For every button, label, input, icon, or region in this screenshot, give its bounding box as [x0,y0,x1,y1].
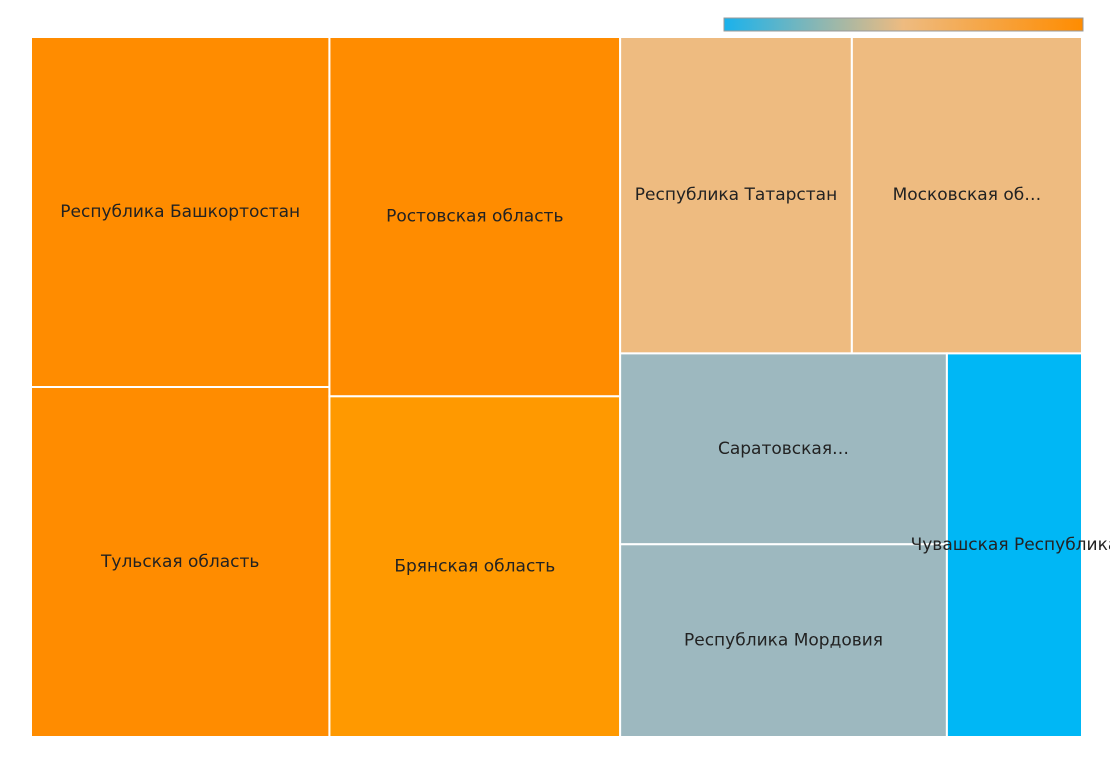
tile-label: Тульская область [100,552,259,572]
tile-rect [945,352,1083,738]
tile-rect [619,36,853,355]
tile: Московская об… [850,36,1083,355]
tile: Брянская область [328,395,622,738]
tile: Чувашская Республика [911,352,1110,738]
tile-rect [850,36,1083,355]
tile-label: Республика Башкортостан [60,202,300,222]
tile-label: Ростовская область [386,207,563,227]
tile-rect [30,386,331,738]
tile-label: Московская об… [893,185,1042,205]
tile-rect [328,395,622,738]
tile: Саратовская… [619,352,948,546]
tile-rect [328,36,622,398]
tile-label: Брянская область [394,557,555,577]
tile: Республика Татарстан [619,36,853,355]
tile: Республика Башкортостан [30,36,331,388]
tile-label: Республика Мордовия [684,631,883,651]
tile-rect [619,543,948,738]
tile: Тульская область [30,386,331,738]
tile-label: Саратовская… [718,439,849,459]
tile-label: Чувашская Республика [911,535,1110,555]
tile-rect [30,36,331,388]
tile: Ростовская область [328,36,622,398]
tile: Республика Мордовия [619,543,948,738]
tile-label: Республика Татарстан [635,185,837,205]
color-scale [723,17,1084,32]
